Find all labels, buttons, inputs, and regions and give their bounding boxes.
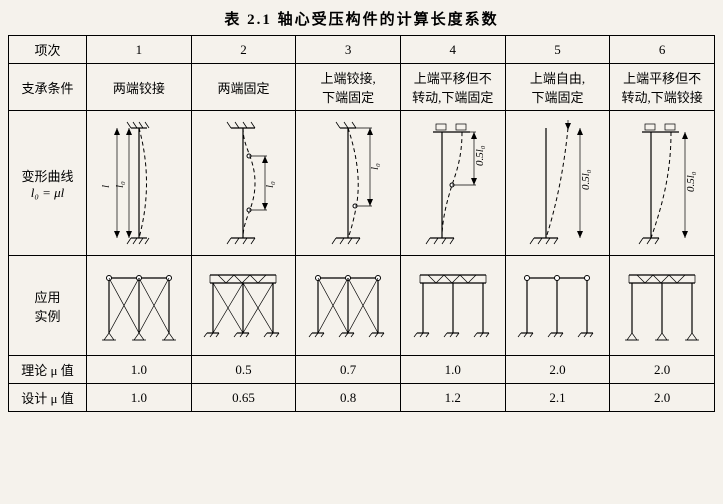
deform-2: l₀: [191, 111, 296, 256]
svg-text:l₀: l₀: [114, 181, 126, 188]
deform-4: 0.5l₀: [400, 111, 505, 256]
idx-2: 2: [191, 36, 296, 64]
sup-6: 上端平移但不转动,下端铰接: [610, 64, 715, 111]
hdr-design: 设计 μ 值: [9, 384, 87, 412]
row-index: 项次 1 2 3 4 5 6: [9, 36, 715, 64]
hdr-deform: 变形曲线 l₀ = μl: [9, 111, 87, 256]
design-2: 0.65: [191, 384, 296, 412]
hdr-support: 支承条件: [9, 64, 87, 111]
idx-3: 3: [296, 36, 401, 64]
row-example: 应用实例: [9, 256, 715, 356]
theory-2: 0.5: [191, 356, 296, 384]
svg-text:l₀: l₀: [264, 181, 276, 188]
row-design: 设计 μ 值 1.0 0.65 0.8 1.2 2.1 2.0: [9, 384, 715, 412]
ex-2: [191, 256, 296, 356]
idx-5: 5: [505, 36, 610, 64]
sup-3: 上端铰接,下端固定: [296, 64, 401, 111]
theory-1: 1.0: [87, 356, 192, 384]
sup-1: 两端铰接: [87, 64, 192, 111]
ex-1: [87, 256, 192, 356]
row-support: 支承条件 两端铰接 两端固定 上端铰接,下端固定 上端平移但不转动,下端固定 上…: [9, 64, 715, 111]
sup-5: 上端自由,下端固定: [505, 64, 610, 111]
deform-6: 0.5l₀: [610, 111, 715, 256]
svg-text:l: l: [100, 185, 112, 188]
hdr-item: 项次: [9, 36, 87, 64]
row-theory: 理论 μ 值 1.0 0.5 0.7 1.0 2.0 2.0: [9, 356, 715, 384]
deform-label-2: l₀ = μl: [11, 185, 84, 201]
design-4: 1.2: [400, 384, 505, 412]
theory-5: 2.0: [505, 356, 610, 384]
deform-3: l₀: [296, 111, 401, 256]
svg-text:0.5l₀: 0.5l₀: [474, 145, 486, 166]
sup-2: 两端固定: [191, 64, 296, 111]
coeff-table: 项次 1 2 3 4 5 6 支承条件 两端铰接 两端固定 上端铰接,下端固定 …: [8, 35, 715, 412]
svg-text:0.5l₀: 0.5l₀: [580, 169, 592, 190]
sup-4: 上端平移但不转动,下端固定: [400, 64, 505, 111]
deform-1: l l₀: [87, 111, 192, 256]
theory-6: 2.0: [610, 356, 715, 384]
ex-5: [505, 256, 610, 356]
theory-4: 1.0: [400, 356, 505, 384]
row-deform: 变形曲线 l₀ = μl l: [9, 111, 715, 256]
deform-label-1: 变形曲线: [11, 166, 84, 185]
svg-text:0.5l₀: 0.5l₀: [685, 171, 697, 192]
idx-6: 6: [610, 36, 715, 64]
design-5: 2.1: [505, 384, 610, 412]
ex-6: [610, 256, 715, 356]
theory-3: 0.7: [296, 356, 401, 384]
design-6: 2.0: [610, 384, 715, 412]
hdr-theory: 理论 μ 值: [9, 356, 87, 384]
table-title: 表 2.1 轴心受压构件的计算长度系数: [8, 8, 715, 29]
design-1: 1.0: [87, 384, 192, 412]
ex-3: [296, 256, 401, 356]
hdr-example: 应用实例: [9, 256, 87, 356]
deform-5: 0.5l₀: [505, 111, 610, 256]
ex-4: [400, 256, 505, 356]
idx-1: 1: [87, 36, 192, 64]
svg-text:l₀: l₀: [369, 163, 381, 170]
idx-4: 4: [400, 36, 505, 64]
design-3: 0.8: [296, 384, 401, 412]
